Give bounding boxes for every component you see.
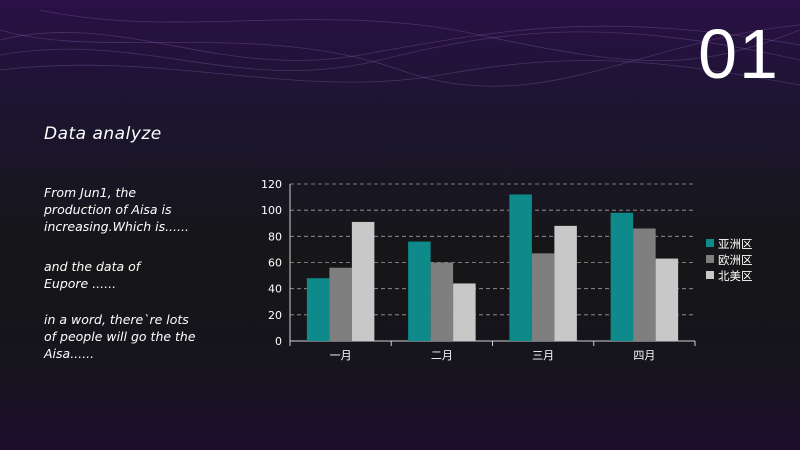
paragraph-2: and the data of Eupore ...... xyxy=(44,259,141,291)
y-tick-label: 120 xyxy=(261,178,282,191)
legend-swatch-欧洲区 xyxy=(706,255,714,263)
bar-北美区-四月 xyxy=(655,258,679,341)
bar-亚洲区-一月 xyxy=(306,278,330,341)
bar-亚洲区-四月 xyxy=(610,212,634,341)
legend-swatch-北美区 xyxy=(706,271,714,279)
x-tick-label: 二月 xyxy=(431,349,453,362)
y-tick-label: 0 xyxy=(275,335,282,348)
paragraph-3: in a word, there`re lots of people will … xyxy=(44,312,196,361)
bar-欧洲区-一月 xyxy=(329,267,352,341)
bar-北美区-二月 xyxy=(453,283,476,341)
paragraph-1: From Jun1, the production of Aisa is inc… xyxy=(44,185,189,234)
y-tick-label: 40 xyxy=(268,283,282,296)
y-tick-label: 100 xyxy=(261,204,282,217)
slide-number: 01 xyxy=(698,15,780,93)
legend-label-欧洲区: 欧洲区 xyxy=(718,253,753,267)
y-tick-label: 60 xyxy=(268,257,282,270)
bar-欧洲区-二月 xyxy=(430,262,454,341)
bar-北美区-一月 xyxy=(351,221,375,341)
bar-北美区-三月 xyxy=(554,225,577,341)
y-tick-label: 20 xyxy=(268,309,282,322)
bar-亚洲区-二月 xyxy=(408,241,431,341)
x-tick-label: 一月 xyxy=(330,349,352,362)
x-tick-label: 四月 xyxy=(633,349,655,362)
legend-label-北美区: 北美区 xyxy=(718,269,753,283)
slide-heading: Data analyze xyxy=(44,124,162,144)
bar-亚洲区-三月 xyxy=(509,194,532,341)
bar-欧洲区-四月 xyxy=(633,228,656,341)
legend-label-亚洲区: 亚洲区 xyxy=(718,237,753,251)
legend-swatch-亚洲区 xyxy=(706,239,714,247)
y-tick-label: 80 xyxy=(268,230,282,243)
bar-欧洲区-三月 xyxy=(531,253,555,341)
x-tick-label: 三月 xyxy=(532,349,554,362)
decorative-wave-lines xyxy=(0,9,800,87)
